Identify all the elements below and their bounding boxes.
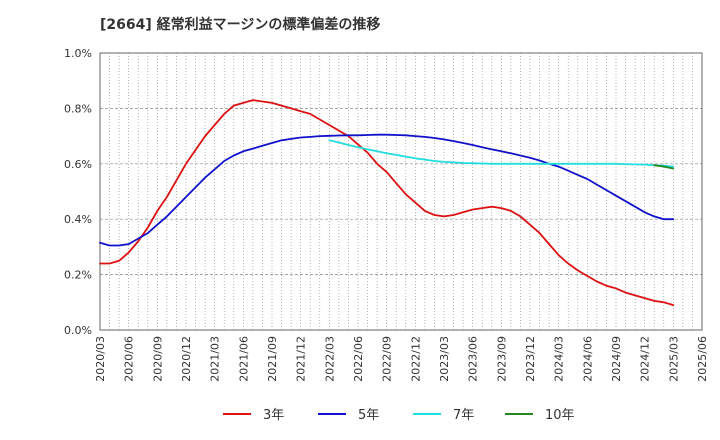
x-tick-label: 2020/06 [123, 336, 136, 382]
x-tick-label: 2021/03 [209, 336, 222, 382]
legend: 3年 5年 7年 10年 [223, 408, 575, 423]
x-tick-label: 2023/12 [524, 336, 537, 382]
chart-title: [2664] 経常利益マージンの標準偏差の推移 [100, 17, 381, 33]
grid-lines [100, 53, 702, 330]
plot-area-frame [99, 52, 703, 331]
y-tick-label: 0.6% [64, 158, 92, 171]
x-tick-label: 2023/03 [438, 336, 451, 382]
x-tick-label: 2020/12 [180, 336, 193, 382]
y-tick-label: 0.0% [64, 324, 92, 337]
x-tick-label: 2021/09 [266, 336, 279, 382]
x-tick-label: 2024/06 [581, 336, 594, 382]
y-axis-ticks: 0.0% 0.2% 0.4% 0.6% 0.8% 1.0% [64, 47, 92, 337]
legend-label: 7年 [453, 408, 474, 423]
legend-label: 5年 [358, 408, 379, 423]
series-line-4 [653, 164, 675, 170]
x-tick-label: 2022/12 [409, 336, 422, 382]
series-line-2 [99, 133, 675, 247]
x-tick-label: 2022/09 [381, 336, 394, 382]
y-tick-label: 1.0% [64, 47, 92, 60]
x-tick-label: 2021/12 [295, 336, 308, 382]
x-tick-label: 2020/09 [151, 336, 164, 382]
x-tick-label: 2024/09 [610, 336, 623, 382]
x-tick-label: 2025/06 [696, 336, 709, 382]
x-tick-label: 2022/06 [352, 336, 365, 382]
y-tick-label: 0.4% [64, 213, 92, 226]
y-tick-label: 0.8% [64, 102, 92, 115]
x-tick-label: 2022/03 [323, 336, 336, 382]
x-tick-label: 2024/12 [639, 336, 652, 382]
x-tick-label: 2020/03 [94, 336, 107, 382]
legend-label: 3年 [263, 408, 284, 423]
x-tick-label: 2025/03 [667, 336, 680, 382]
series-lines [99, 99, 675, 307]
x-axis-ticks: 2020/03 2020/06 2020/09 2020/12 2021/03 2021/… [94, 336, 709, 382]
x-tick-label: 2024/03 [553, 336, 566, 382]
x-tick-label: 2021/06 [237, 336, 250, 382]
series-line-3 [328, 139, 675, 168]
x-tick-label: 2023/09 [495, 336, 508, 382]
x-tick-label: 2023/06 [467, 336, 480, 382]
y-tick-label: 0.2% [64, 269, 92, 282]
series-line-1 [99, 99, 675, 307]
legend-label: 10年 [545, 408, 575, 423]
